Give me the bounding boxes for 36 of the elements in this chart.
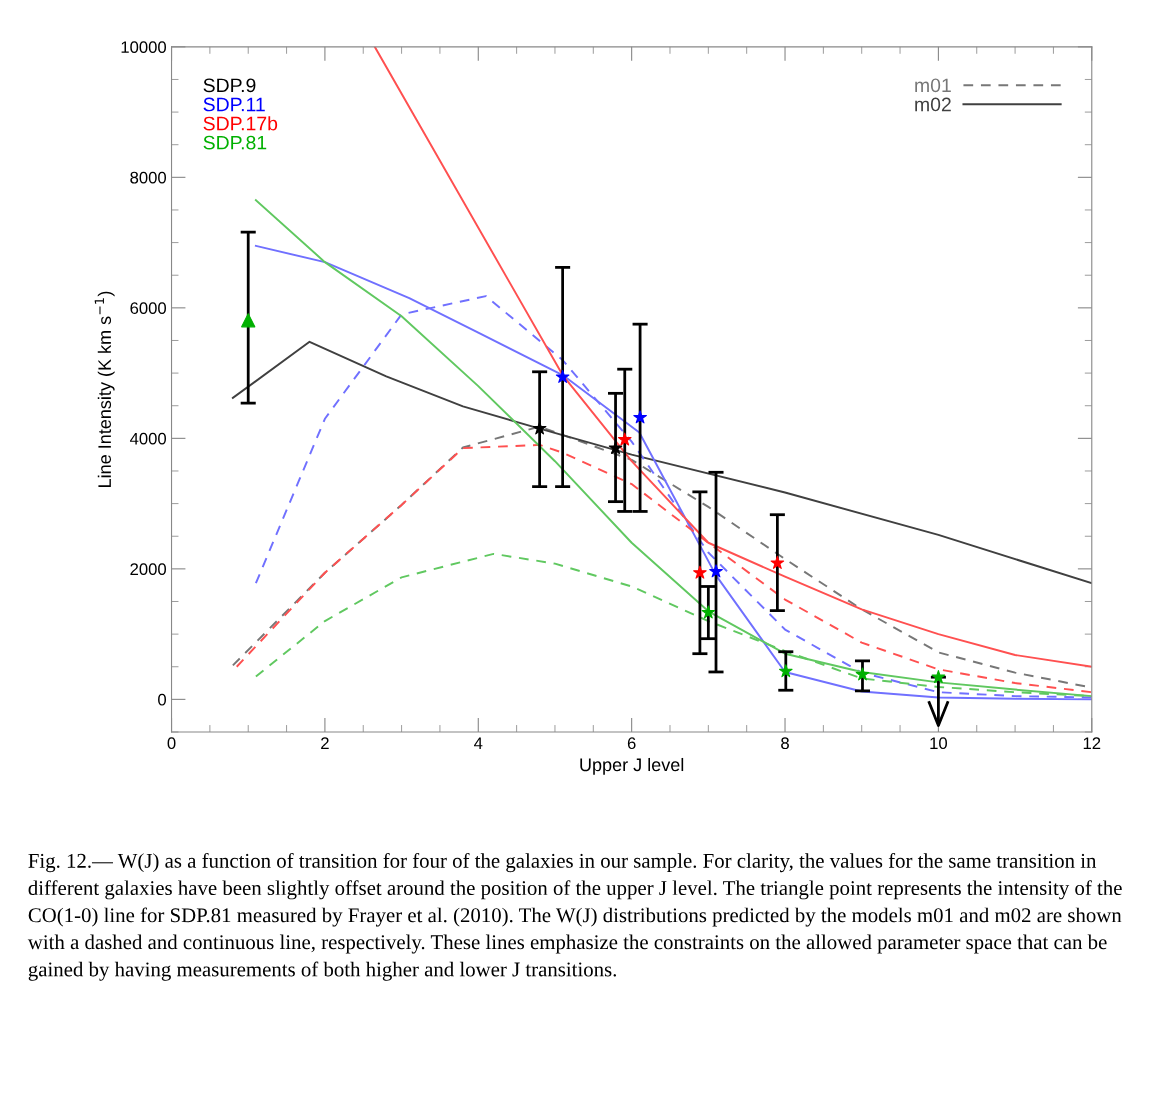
text: SDP.9 [203,78,256,93]
point [709,564,723,578]
y-tick-label: 2000 [130,563,167,576]
x-tick-label: 2 [321,737,329,749]
point [855,667,870,681]
line-series [231,340,1092,585]
point [931,670,946,684]
x-tick-label: 8 [781,737,789,750]
x-tick-label: 10 [930,737,948,750]
y-tick-label: 10000 [121,41,167,54]
x-axis-title: Upper J level [580,757,684,775]
y-tick-label: 0 [158,693,167,706]
point [693,565,707,579]
x-tick-label: 4 [474,737,483,749]
caption: Fig. 12.— W(J) as a function of transition for four of the galaxies in our sample. For clarity, the values for the same transition in different galaxies have been slightly offset around the position of the upper J level. The triangle point represents the intensity of the CO(1-0) line for SDP.81 measured by Frayer et al. (2010). The W(J) distributions predicted by the models m01 and m02 are shown with a dashed and continuous line, respectively. These lines emphasize the constraints on the allowed parameter space that can be gained by having measurements of both higher and lower J transitions. [27,852,1122,981]
point [770,555,785,569]
point [633,410,647,424]
point [701,605,716,619]
text: m02 [915,97,951,112]
point [241,313,256,328]
y-tick-label: 6000 [130,302,167,315]
y-tick-label: 8000 [130,171,167,184]
point [608,440,623,455]
text: SDP.81 [203,135,267,150]
point [555,369,570,383]
point [778,664,793,678]
text: SDP.17b [203,116,278,131]
point [617,432,632,446]
text: SDP.11 [203,97,265,112]
x-tick-label: 0 [167,737,176,750]
x-tick-label: 12 [1083,737,1101,749]
y-axis-title: Line Intensity (K km s$^{−1}$) [94,291,115,487]
x-tick-label: 6 [627,737,636,750]
text: m01 [915,78,951,93]
y-tick-label: 4000 [129,432,167,445]
point [532,421,547,435]
